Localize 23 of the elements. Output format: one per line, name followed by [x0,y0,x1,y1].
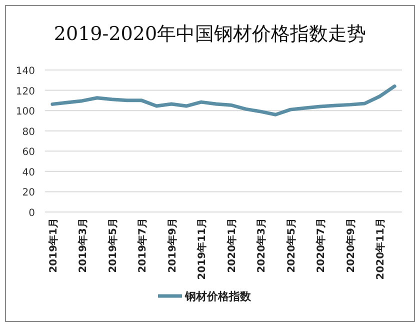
x-tick-label: 2020年7月 [315,218,328,273]
x-tick-label: 2019年7月 [136,218,149,273]
y-tick-label: 60 [22,147,35,158]
line-series [50,84,396,116]
x-tick-label: 2019年11月 [196,218,208,280]
x-tick-label: 2019年1月 [47,218,60,273]
x-tick-label: 2019年5月 [106,218,119,273]
x-tick-label: 2020年3月 [256,218,268,273]
legend-label: 钢材价格指数 [184,290,252,303]
x-tick-label: 2020年5月 [285,218,298,273]
y-tick-label: 20 [22,188,35,199]
y-tick-label: 120 [16,86,35,98]
y-tick-label: 80 [22,126,35,138]
chart-title: 2019-2020年中国钢材价格指数走势 [54,23,366,45]
y-tick-label: 140 [16,66,35,77]
y-tick-label: 40 [22,167,35,178]
x-tick-label: 2020年11月 [374,218,387,280]
y-tick-label: 100 [16,106,35,118]
x-tick-label: 2019年9月 [166,218,178,273]
y-tick-label: 0 [28,208,35,219]
x-tick-label: 2020年1月 [226,218,238,273]
x-tick-label: 2020年9月 [344,218,357,273]
x-tick-label: 2019年3月 [77,218,90,273]
